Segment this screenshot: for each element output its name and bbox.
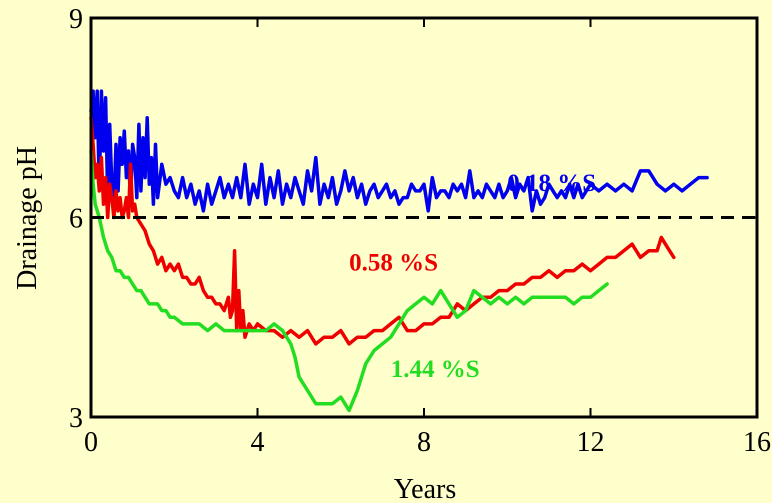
y-tick-label-2: 9 <box>69 4 83 35</box>
series-label-0: 0.18 %S <box>507 170 596 197</box>
series-label-1: 0.58 %S <box>349 250 438 277</box>
y-tick-label-1: 6 <box>69 204 83 235</box>
y-tick-label-0: 3 <box>69 403 83 434</box>
x-tick-label-1: 4 <box>251 427 265 458</box>
series-line-0 <box>89 89 709 213</box>
y-axis-title: Drainage pH <box>12 146 43 290</box>
series-line-1 <box>89 116 676 346</box>
x-tick-label-3: 12 <box>577 427 605 458</box>
x-tick-label-2: 8 <box>417 427 431 458</box>
ticks-layer: 0 4 8 12 16 3 6 9 <box>69 4 771 458</box>
series-layer <box>89 89 709 413</box>
series-label-2: 1.44 %S <box>391 356 480 383</box>
x-tick-label-0: 0 <box>84 427 98 458</box>
series-line-2 <box>89 149 609 413</box>
x-axis-title: Years <box>394 474 457 503</box>
series-labels: 0.18 %S 0.58 %S 1.44 %S <box>349 170 596 383</box>
x-tick-label-4: 16 <box>743 427 771 458</box>
